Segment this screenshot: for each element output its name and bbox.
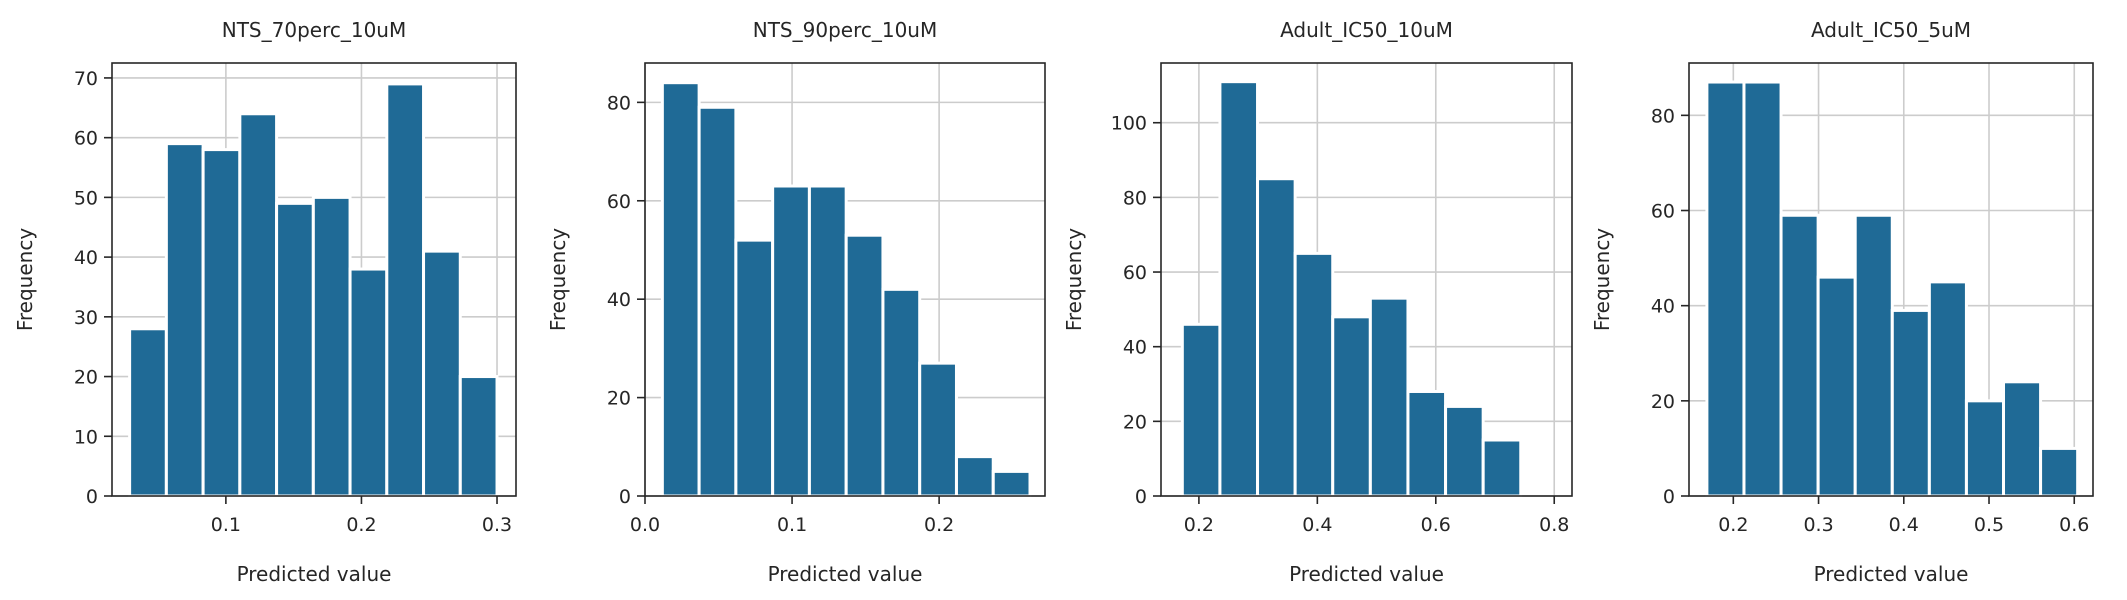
histogram-bar	[1927, 280, 1968, 498]
chart-title: Adult_IC50_5uM	[1811, 18, 1971, 42]
histogram-bar	[697, 105, 738, 498]
y-tick-label: 60	[1123, 262, 1147, 284]
y-tick-label: 20	[607, 388, 631, 410]
axes-frame	[644, 62, 1046, 497]
y-tick-label: 60	[74, 128, 98, 150]
y-tick-label: 10	[74, 426, 98, 448]
histogram-bar	[1293, 251, 1335, 498]
histogram-bar	[385, 82, 426, 498]
chart-title: Adult_IC50_10uM	[1280, 18, 1453, 42]
x-tick-label: 0.1	[777, 514, 807, 536]
x-tick-label: 0.8	[1539, 514, 1569, 536]
histogram-bar	[844, 233, 885, 498]
y-axis-label: Frequency	[1062, 228, 1086, 331]
subplot-3: 0.2 0.4 0.6 0.8 0 20 40 60 80 100 Adult_IC50_10uM P…	[1062, 18, 1573, 586]
histogram-bar	[1368, 296, 1410, 498]
histogram-bar	[422, 249, 462, 498]
histogram-bar	[238, 112, 279, 498]
x-tick-label: 0.2	[1718, 514, 1748, 536]
y-tick-label: 40	[607, 289, 631, 311]
x-axis-label: Predicted value	[237, 562, 392, 586]
x-axis-label: Predicted value	[1814, 562, 1969, 586]
histogram-bar	[954, 455, 995, 498]
histogram-bar	[311, 195, 352, 498]
x-axis-label: Predicted value	[1289, 562, 1444, 586]
y-tick-label: 70	[74, 68, 98, 90]
histogram-bar	[734, 238, 775, 498]
histogram-bar	[2002, 380, 2043, 498]
histogram-bar	[1481, 438, 1523, 498]
x-tick-label: 0.4	[1302, 514, 1332, 536]
y-tick-label: 50	[74, 187, 98, 209]
x-tick-label: 0.6	[1421, 514, 1451, 536]
histogram-bar	[1816, 275, 1857, 498]
y-tick-label: 80	[607, 92, 631, 114]
x-tick-label: 0.4	[1889, 514, 1919, 536]
histogram-bar	[1742, 80, 1783, 498]
x-tick-label: 0.2	[346, 514, 376, 536]
x-axis-label: Predicted value	[768, 562, 923, 586]
x-tick-label: 0.6	[2059, 514, 2089, 536]
histogram-bar	[918, 361, 958, 498]
histogram-bar	[1853, 213, 1894, 498]
x-tick-label: 0.2	[1184, 514, 1214, 536]
y-tick-label: 20	[1123, 411, 1147, 433]
histogram-bar	[1964, 399, 2006, 498]
histogram-bar	[1331, 315, 1372, 498]
chart-title: NTS_70perc_10uM	[222, 18, 406, 42]
x-tick-label: 0.1	[211, 514, 241, 536]
histogram-bar	[881, 287, 922, 498]
y-tick-label: 40	[1123, 337, 1147, 359]
histogram-bar	[1890, 308, 1931, 498]
y-tick-label: 40	[1651, 296, 1675, 318]
y-tick-label: 60	[607, 191, 631, 213]
y-tick-label: 0	[619, 486, 631, 508]
y-tick-label: 0	[86, 486, 98, 508]
histogram-bar	[348, 267, 389, 498]
histogram-bar	[275, 201, 315, 498]
histogram-bar	[458, 375, 499, 498]
y-tick-label: 80	[1123, 187, 1147, 209]
histogram-bar	[807, 184, 848, 498]
y-tick-label: 80	[1651, 105, 1675, 127]
y-tick-label: 0	[1663, 486, 1675, 508]
chart-title: NTS_90perc_10uM	[753, 18, 937, 42]
histogram-bar	[164, 142, 205, 498]
histogram-bar	[1705, 80, 1746, 498]
histogram-bar	[1180, 322, 1222, 498]
histogram-bar	[128, 327, 168, 498]
y-tick-label: 0	[1135, 486, 1147, 508]
histogram-bar	[201, 148, 242, 498]
y-tick-label: 40	[74, 247, 98, 269]
x-tick-label: 0.2	[924, 514, 954, 536]
y-axis-label: Frequency	[1590, 228, 1614, 331]
subplot-2: 0.0 0.1 0.2 0 20 40 60 80 NTS_90perc_10uM Predict…	[546, 18, 1046, 586]
subplot-1: 0.1 0.2 0.3 0 10 20 30 40 50 60 70 NTS_70perc_10uM P…	[13, 18, 517, 586]
y-tick-label: 20	[74, 367, 98, 389]
x-tick-label: 0.3	[1803, 514, 1833, 536]
subplot-4: 0.2 0.3 0.4 0.5 0.6 0 20 40 60 80 Adult_IC50_5uM Pr…	[1590, 18, 2094, 586]
axes-frame	[1688, 62, 2094, 497]
x-tick-label: 0.0	[630, 514, 660, 536]
histogram-bar	[660, 81, 701, 498]
axes-frame	[1160, 62, 1573, 497]
y-tick-label: 60	[1651, 201, 1675, 223]
histogram-bar	[771, 184, 811, 498]
y-tick-label: 100	[1111, 113, 1147, 135]
x-tick-label: 0.5	[1974, 514, 2004, 536]
y-axis-label: Frequency	[13, 228, 37, 331]
y-tick-label: 20	[1651, 391, 1675, 413]
histogram-bar	[1218, 80, 1260, 498]
x-tick-label: 0.3	[482, 514, 512, 536]
histogram-bar	[1256, 177, 1297, 498]
histogram-bar	[2039, 446, 2080, 498]
histogram-bar	[1779, 213, 1820, 498]
histogram-bar	[1406, 389, 1448, 498]
histogram-bar	[991, 469, 1032, 498]
histogram-bar	[1444, 404, 1485, 498]
axes-frame	[111, 62, 517, 497]
y-axis-label: Frequency	[546, 228, 570, 331]
y-tick-label: 30	[74, 307, 98, 329]
